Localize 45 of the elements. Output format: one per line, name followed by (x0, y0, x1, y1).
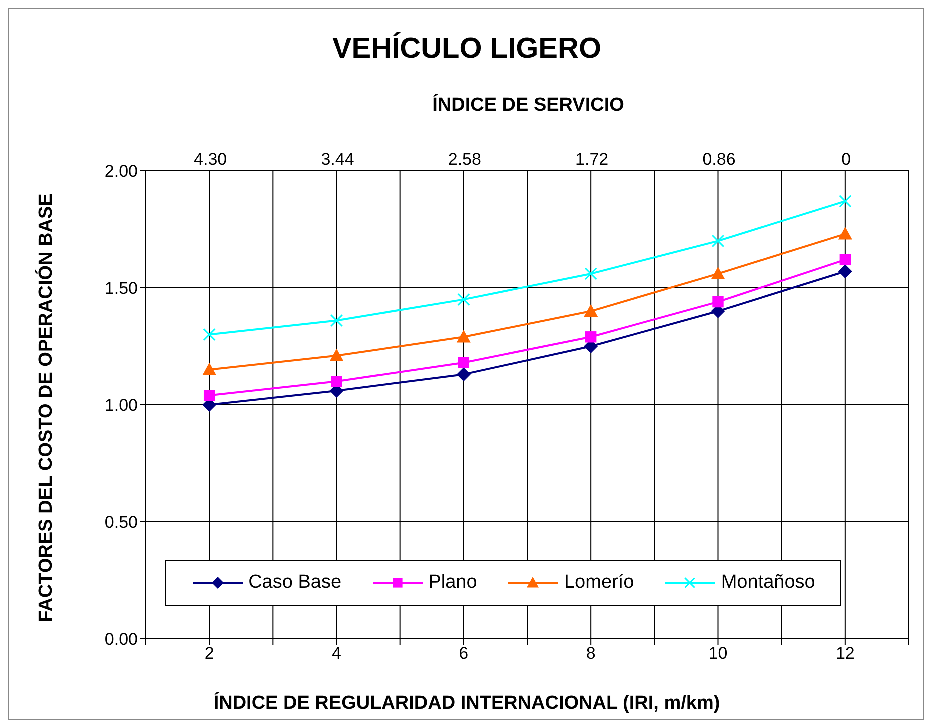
point (584, 304, 598, 317)
point (456, 368, 471, 382)
y-tick-label: 2.00 (104, 162, 138, 182)
y-tick-label: 0.00 (104, 630, 138, 650)
x2-tick-label: 1.72 (574, 150, 610, 170)
legend-label: Montañoso (721, 572, 816, 594)
point (458, 293, 470, 306)
point (838, 227, 852, 240)
x-tick-label: 6 (459, 644, 469, 664)
point (585, 332, 597, 343)
y-tick-label: 1.00 (104, 396, 138, 416)
y-tick-label: 0.50 (104, 513, 138, 532)
point (331, 376, 342, 388)
point (711, 266, 726, 280)
x2-tick-label: 0.86 (702, 150, 737, 170)
y-axis-title: FACTORES DEL COSTO DE OPERACIÓN BASE (36, 192, 58, 624)
x-tick-label: 4 (332, 644, 342, 664)
point (712, 234, 725, 248)
point (458, 357, 470, 368)
point (839, 195, 852, 208)
chart-title: VEHÍCULO LIGERO (331, 33, 603, 66)
x-tick-label: 8 (586, 644, 596, 664)
x-tick-label: 10 (708, 644, 728, 664)
legend-label: Caso Base (248, 572, 342, 594)
point (584, 268, 598, 280)
point (330, 348, 344, 362)
point (330, 314, 344, 328)
point (456, 330, 471, 343)
x-axis-title: ÍNDICE DE REGULARIDAD INTERNACIONAL (IRI, m/km) (212, 693, 722, 715)
y-tick-label: 1.50 (104, 279, 138, 298)
x-tick-label: 2 (204, 644, 214, 664)
x2-tick-label: 0 (840, 150, 852, 170)
x2-axis-title: ÍNDICE DE SERVICIO (432, 95, 626, 117)
x-tick-label: 12 (836, 644, 855, 664)
point (838, 264, 852, 279)
point (204, 390, 216, 402)
point (203, 328, 216, 342)
x2-tick-label: 3.44 (320, 150, 356, 170)
point (712, 296, 724, 308)
legend-label: Plano (428, 572, 478, 594)
x2-tick-label: 2.58 (447, 150, 482, 170)
x2-tick-label: 4.30 (193, 150, 228, 170)
point (202, 362, 217, 376)
point (840, 254, 852, 266)
legend-label: Lomerío (564, 572, 634, 594)
